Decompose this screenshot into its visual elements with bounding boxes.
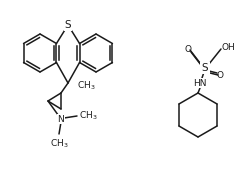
Text: CH$_3$: CH$_3$ <box>50 137 68 150</box>
Text: S: S <box>202 63 208 73</box>
Text: CH$_3$: CH$_3$ <box>79 110 98 122</box>
Text: OH: OH <box>222 42 236 51</box>
Text: O: O <box>184 46 191 55</box>
Text: CH$_3$: CH$_3$ <box>77 80 96 92</box>
Text: S: S <box>65 20 71 30</box>
Text: HN: HN <box>193 79 207 87</box>
Text: O: O <box>216 70 224 79</box>
Text: N: N <box>58 115 64 124</box>
